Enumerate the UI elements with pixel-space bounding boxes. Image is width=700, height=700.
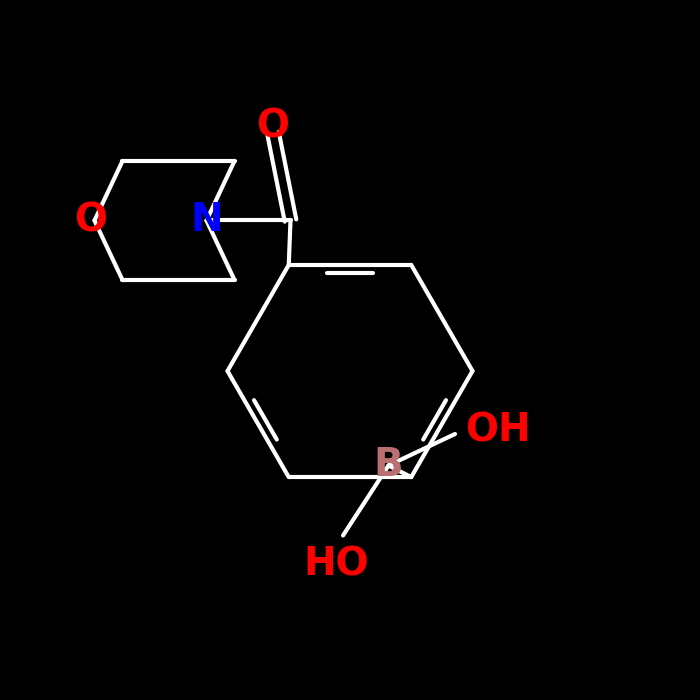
Text: B: B [374, 447, 403, 484]
Text: HO: HO [303, 546, 369, 584]
Text: O: O [256, 107, 290, 145]
Text: OH: OH [466, 412, 531, 449]
Text: O: O [74, 202, 108, 239]
Text: N: N [190, 202, 223, 239]
